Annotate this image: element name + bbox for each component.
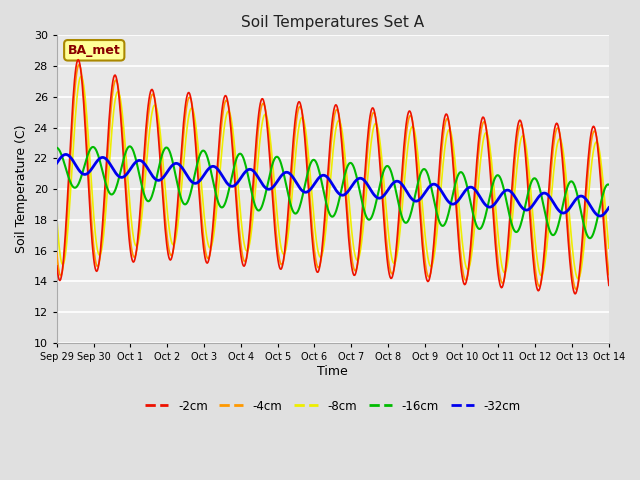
Y-axis label: Soil Temperature (C): Soil Temperature (C) [15,125,28,253]
Legend: -2cm, -4cm, -8cm, -16cm, -32cm: -2cm, -4cm, -8cm, -16cm, -32cm [140,395,525,417]
X-axis label: Time: Time [317,365,348,378]
Text: BA_met: BA_met [68,44,120,57]
Title: Soil Temperatures Set A: Soil Temperatures Set A [241,15,424,30]
